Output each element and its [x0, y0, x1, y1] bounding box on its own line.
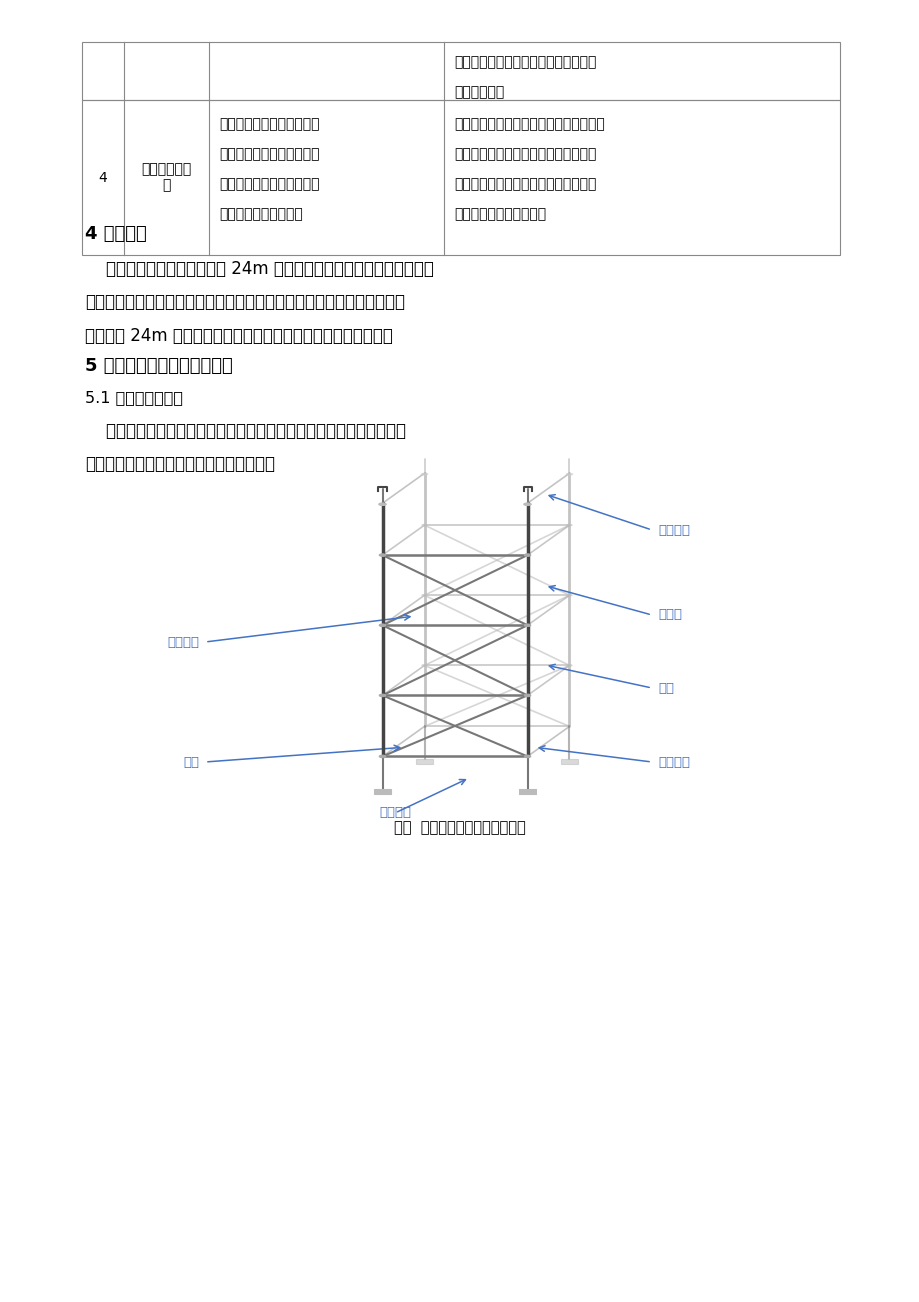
Text: 可调底托: 可调底托 — [657, 755, 689, 768]
Text: 图二  盘扣式支架主要构件一览表: 图二 盘扣式支架主要构件一览表 — [393, 820, 526, 835]
Text: 水平斜杆: 水平斜杆 — [379, 806, 411, 819]
Ellipse shape — [421, 473, 427, 475]
Text: 施工前做好地上、地下的管线探查工作，: 施工前做好地上、地下的管线探查工作， — [453, 117, 604, 132]
Text: 规范要求、设置限高、限宽架、做好门: 规范要求、设置限高、限宽架、做好门 — [453, 55, 596, 69]
Text: 横杆: 横杆 — [183, 755, 199, 768]
Text: 竖向斜杆: 竖向斜杆 — [167, 635, 199, 648]
Text: 可调顶托: 可调顶托 — [657, 523, 689, 536]
Text: 楼板较窄、次梁较多的情况时，支架立杆的排布具有一定难度。支架搭设: 楼板较窄、次梁较多的情况时，支架立杆的排布具有一定难度。支架搭设 — [85, 293, 404, 311]
Text: 电线。地下管道纵横，地基: 电线。地下管道纵横，地基 — [219, 177, 319, 191]
Text: 处理时容易破坏管道。: 处理时容易破坏管道。 — [219, 207, 302, 221]
Text: 5 盘扣式支架简介及工艺流程: 5 盘扣式支架简介及工艺流程 — [85, 357, 233, 375]
Ellipse shape — [379, 694, 385, 697]
Ellipse shape — [524, 553, 530, 556]
Text: 立杆: 立杆 — [657, 681, 674, 694]
Text: 状态时车身较高，容易碰触: 状态时车身较高，容易碰触 — [219, 147, 319, 161]
Text: 明确管道电线走向，了解管道电线是否: 明确管道电线走向，了解管道电线是否 — [453, 147, 596, 161]
Ellipse shape — [379, 624, 385, 626]
Ellipse shape — [524, 624, 530, 626]
Ellipse shape — [379, 503, 386, 505]
Text: 连接盘: 连接盘 — [657, 608, 681, 621]
Ellipse shape — [566, 594, 572, 596]
Bar — [561, 759, 577, 763]
Ellipse shape — [379, 755, 385, 758]
Bar — [518, 789, 536, 793]
Ellipse shape — [565, 473, 573, 475]
Ellipse shape — [421, 525, 426, 526]
Ellipse shape — [421, 594, 426, 596]
Text: 承插型盘扣式钢管支架由立杆、水平杆、竖向斜杆、水平斜杆、可调: 承插型盘扣式钢管支架由立杆、水平杆、竖向斜杆、水平斜杆、可调 — [85, 422, 405, 440]
Text: 4: 4 — [98, 171, 108, 185]
Text: 高度大于 24m 时，需由具有专业设计资质的单位进行专业设计。: 高度大于 24m 时，需由具有专业设计资质的单位进行专业设计。 — [85, 327, 392, 345]
Ellipse shape — [523, 503, 530, 505]
Ellipse shape — [524, 694, 530, 697]
Text: 因挖机、吊车等机械在工作: 因挖机、吊车等机械在工作 — [219, 117, 319, 132]
Ellipse shape — [421, 664, 426, 667]
Bar — [374, 789, 391, 793]
Text: 底座及可调托座等配件构成，如图二所示。: 底座及可调托座等配件构成，如图二所示。 — [85, 456, 275, 474]
Text: 发生碰撞导致发生事故。: 发生碰撞导致发生事故。 — [453, 207, 546, 221]
Text: 洞防撞措施。: 洞防撞措施。 — [453, 85, 504, 99]
Text: 4 适用范围: 4 适用范围 — [85, 225, 147, 243]
Ellipse shape — [566, 525, 572, 526]
Text: 5.1 盘扣式支架简介: 5.1 盘扣式支架简介 — [85, 391, 183, 405]
Ellipse shape — [566, 664, 572, 667]
Bar — [415, 759, 433, 763]
Ellipse shape — [379, 553, 385, 556]
Bar — [82, 42, 839, 100]
Bar — [82, 100, 839, 255]
Ellipse shape — [524, 755, 530, 758]
Text: 还在使用。施工过程中提高警惕，避免: 还在使用。施工过程中提高警惕，避免 — [453, 177, 596, 191]
Text: 地上、地下管
线: 地上、地下管 线 — [142, 163, 191, 193]
Text: 适用于支架搭设高度不大于 24m 的满堂支架现浇法施工，运用于房建: 适用于支架搭设高度不大于 24m 的满堂支架现浇法施工，运用于房建 — [85, 260, 434, 279]
